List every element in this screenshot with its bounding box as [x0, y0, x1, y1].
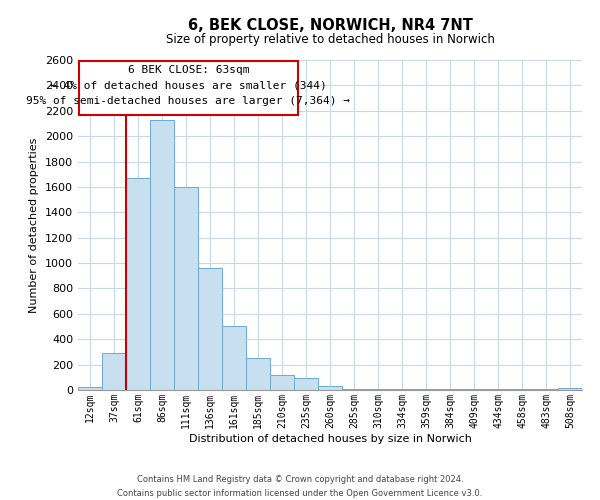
Bar: [174, 187, 198, 390]
Bar: [102, 352, 126, 390]
Bar: [78, 388, 102, 390]
Text: Size of property relative to detached houses in Norwich: Size of property relative to detached ho…: [166, 32, 494, 46]
Bar: [318, 386, 342, 390]
Bar: [198, 268, 222, 390]
Text: Contains HM Land Registry data © Crown copyright and database right 2024.
Contai: Contains HM Land Registry data © Crown c…: [118, 476, 482, 498]
Y-axis label: Number of detached properties: Number of detached properties: [29, 138, 40, 312]
Bar: [558, 388, 582, 390]
Text: 6 BEK CLOSE: 63sqm
← 4% of detached houses are smaller (344)
95% of semi-detache: 6 BEK CLOSE: 63sqm ← 4% of detached hous…: [26, 65, 350, 106]
FancyBboxPatch shape: [79, 62, 298, 114]
Bar: [294, 378, 318, 390]
Bar: [126, 178, 150, 390]
Bar: [222, 326, 246, 390]
Text: 6, BEK CLOSE, NORWICH, NR4 7NT: 6, BEK CLOSE, NORWICH, NR4 7NT: [188, 18, 472, 32]
Bar: [270, 375, 294, 390]
Bar: [150, 120, 174, 390]
X-axis label: Distribution of detached houses by size in Norwich: Distribution of detached houses by size …: [188, 434, 472, 444]
Bar: [246, 358, 270, 390]
